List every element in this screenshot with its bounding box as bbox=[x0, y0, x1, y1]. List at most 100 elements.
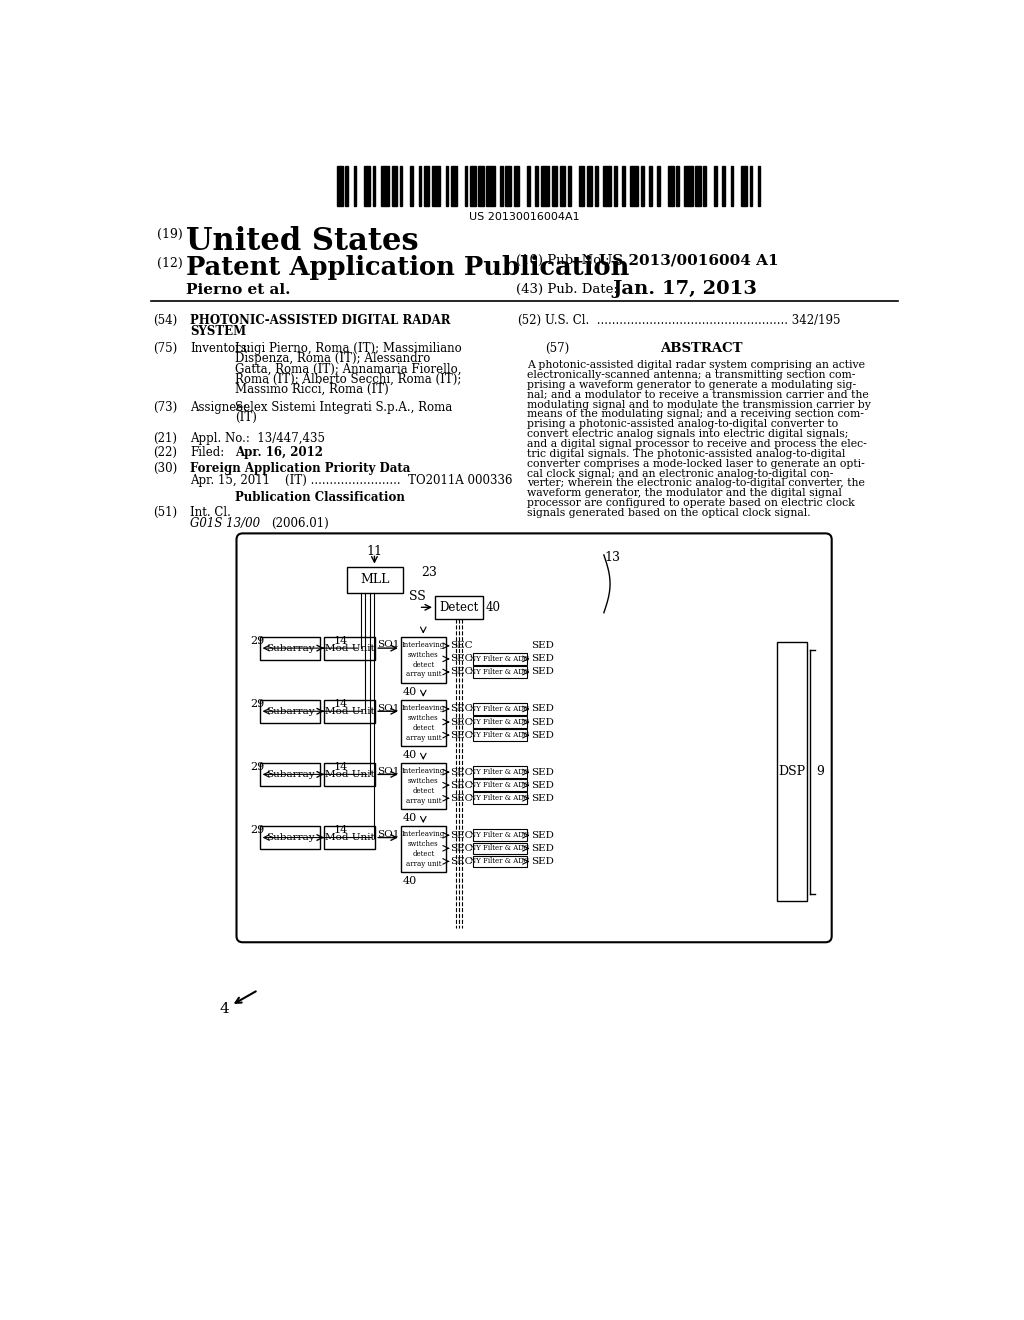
Bar bbox=[473, 653, 527, 665]
Text: Dispenza, Roma (IT); Alessandro: Dispenza, Roma (IT); Alessandro bbox=[234, 352, 430, 366]
Text: SEC: SEC bbox=[451, 731, 473, 739]
Text: (IT): (IT) bbox=[234, 411, 257, 424]
Bar bbox=[432, 166, 440, 206]
Text: SED: SED bbox=[531, 655, 554, 664]
Text: nal; and a modulator to receive a transmission carrier and the: nal; and a modulator to receive a transm… bbox=[527, 389, 869, 400]
Text: processor are configured to operate based on electric clock: processor are configured to operate base… bbox=[527, 498, 855, 508]
Text: tric digital signals. The photonic-assisted analog-to-digital: tric digital signals. The photonic-assis… bbox=[527, 449, 846, 459]
Text: Pierno et al.: Pierno et al. bbox=[186, 284, 291, 297]
Text: NY Filter & ADC: NY Filter & ADC bbox=[470, 655, 529, 663]
Text: Interleaving
switches
detect
array unit: Interleaving switches detect array unit bbox=[401, 642, 444, 678]
Bar bbox=[324, 826, 375, 849]
Bar bbox=[641, 166, 644, 206]
Text: (54): (54) bbox=[153, 314, 177, 327]
Text: 9: 9 bbox=[816, 766, 824, 779]
Bar bbox=[411, 166, 414, 206]
Bar bbox=[419, 166, 421, 206]
Text: 29: 29 bbox=[251, 825, 264, 836]
Bar bbox=[506, 166, 511, 206]
Bar bbox=[260, 826, 321, 849]
Bar bbox=[473, 855, 527, 867]
Bar bbox=[400, 636, 445, 682]
Bar bbox=[400, 763, 445, 809]
Text: NY Filter & ADC: NY Filter & ADC bbox=[470, 705, 529, 713]
Text: 13: 13 bbox=[604, 552, 621, 564]
Bar bbox=[400, 700, 445, 746]
Text: 14: 14 bbox=[334, 636, 347, 645]
Bar bbox=[473, 779, 527, 791]
Bar bbox=[324, 636, 375, 660]
Text: Mod Unit: Mod Unit bbox=[325, 833, 375, 842]
Text: Subarray: Subarray bbox=[265, 770, 314, 779]
Text: SED: SED bbox=[531, 768, 554, 776]
Text: Assignee:: Assignee: bbox=[190, 401, 247, 414]
Text: 40: 40 bbox=[402, 750, 417, 760]
Text: NY Filter & ADC: NY Filter & ADC bbox=[470, 718, 529, 726]
Bar bbox=[527, 166, 529, 206]
Text: converter comprises a mode-locked laser to generate an opti-: converter comprises a mode-locked laser … bbox=[527, 459, 865, 469]
Bar bbox=[473, 829, 527, 841]
Text: PHOTONIC-ASSISTED DIGITAL RADAR: PHOTONIC-ASSISTED DIGITAL RADAR bbox=[190, 314, 451, 327]
Text: SEC: SEC bbox=[451, 655, 473, 664]
Text: (10) Pub. No.:: (10) Pub. No.: bbox=[515, 253, 609, 267]
Bar bbox=[465, 166, 467, 206]
Text: SEC: SEC bbox=[451, 668, 473, 676]
Text: prising a photonic-assisted analog-to-digital converter to: prising a photonic-assisted analog-to-di… bbox=[527, 420, 839, 429]
Text: SED: SED bbox=[531, 857, 554, 866]
Text: United States: United States bbox=[186, 226, 419, 257]
Bar bbox=[568, 166, 570, 206]
Text: NY Filter & ADC: NY Filter & ADC bbox=[470, 832, 529, 840]
Bar bbox=[552, 166, 557, 206]
Text: modulating signal and to modulate the transmission carrier by: modulating signal and to modulate the tr… bbox=[527, 400, 871, 409]
Bar bbox=[452, 166, 457, 206]
Bar bbox=[657, 166, 660, 206]
Bar bbox=[473, 792, 527, 804]
Text: means of the modulating signal; and a receiving section com-: means of the modulating signal; and a re… bbox=[527, 409, 864, 420]
Text: Mod Unit: Mod Unit bbox=[325, 770, 375, 779]
Text: Gatta, Roma (IT); Annamaria Fiorello,: Gatta, Roma (IT); Annamaria Fiorello, bbox=[234, 363, 462, 375]
Text: Publication Classification: Publication Classification bbox=[234, 491, 404, 504]
Text: (21): (21) bbox=[153, 432, 177, 445]
Bar bbox=[630, 166, 638, 206]
Text: SEC: SEC bbox=[451, 793, 473, 803]
Text: waveform generator, the modulator and the digital signal: waveform generator, the modulator and th… bbox=[527, 488, 842, 498]
Text: (57): (57) bbox=[545, 342, 569, 355]
Text: Filed:: Filed: bbox=[190, 446, 224, 459]
Text: U.S. Cl.  ................................................... 342/195: U.S. Cl. ...............................… bbox=[545, 314, 841, 327]
Bar bbox=[435, 595, 483, 619]
Text: (30): (30) bbox=[153, 462, 177, 475]
Text: 40: 40 bbox=[402, 686, 417, 697]
Text: SEC: SEC bbox=[451, 830, 473, 840]
Text: SED: SED bbox=[531, 718, 554, 726]
Bar bbox=[703, 166, 707, 206]
Text: NY Filter & ADC: NY Filter & ADC bbox=[470, 845, 529, 853]
Text: Luigi Pierno, Roma (IT); Massimiliano: Luigi Pierno, Roma (IT); Massimiliano bbox=[234, 342, 462, 355]
Bar bbox=[536, 166, 538, 206]
Text: SED: SED bbox=[531, 843, 554, 853]
Text: Appl. No.:  13/447,435: Appl. No.: 13/447,435 bbox=[190, 432, 325, 445]
Text: (22): (22) bbox=[153, 446, 177, 459]
Bar bbox=[473, 767, 527, 777]
Bar bbox=[337, 166, 343, 206]
Text: 14: 14 bbox=[334, 700, 347, 709]
Text: SO1: SO1 bbox=[378, 830, 400, 838]
Text: NY Filter & ADC: NY Filter & ADC bbox=[470, 768, 529, 776]
Text: DSP: DSP bbox=[778, 766, 806, 779]
Bar bbox=[473, 717, 527, 727]
Text: G01S 13/00: G01S 13/00 bbox=[190, 517, 260, 531]
Text: SO1: SO1 bbox=[378, 640, 400, 649]
Text: and a digital signal processor to receive and process the elec-: and a digital signal processor to receiv… bbox=[527, 440, 867, 449]
Text: Inventors:: Inventors: bbox=[190, 342, 251, 355]
Text: (43) Pub. Date:: (43) Pub. Date: bbox=[515, 284, 617, 296]
Bar bbox=[473, 842, 527, 854]
Text: Mod Unit: Mod Unit bbox=[325, 644, 375, 652]
Text: prising a waveform generator to generate a modulating sig-: prising a waveform generator to generate… bbox=[527, 380, 856, 389]
Text: SEC: SEC bbox=[451, 857, 473, 866]
Text: 4: 4 bbox=[219, 1002, 228, 1016]
Text: Subarray: Subarray bbox=[265, 833, 314, 842]
Text: 40: 40 bbox=[402, 813, 417, 822]
Text: 14: 14 bbox=[334, 762, 347, 772]
Text: (73): (73) bbox=[153, 401, 177, 414]
Text: Interleaving
switches
detect
array unit: Interleaving switches detect array unit bbox=[401, 767, 444, 805]
Bar bbox=[676, 166, 679, 206]
